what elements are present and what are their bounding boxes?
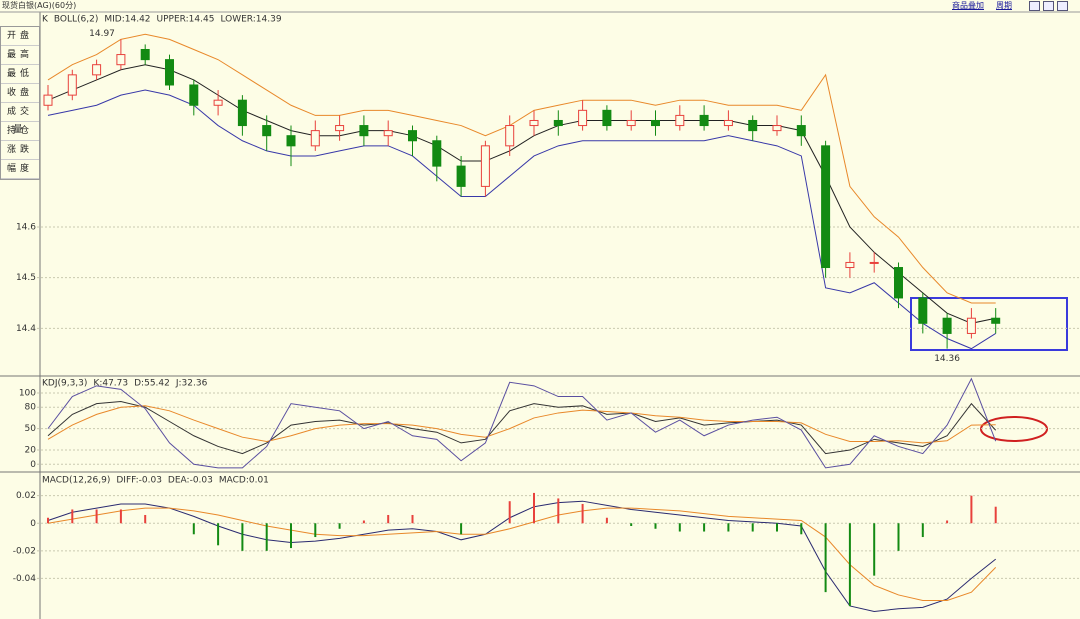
candle-body <box>408 130 417 142</box>
candle-body <box>602 109 612 127</box>
y-tick-label: -0.04 <box>13 574 37 584</box>
panel-header: J:32.36 <box>175 379 208 389</box>
candle-body <box>335 125 345 132</box>
panel-header: MID:14.42 <box>104 15 150 25</box>
candle-body <box>456 165 466 187</box>
candle-body <box>43 94 53 106</box>
sidebar-label: 幅度 <box>1 160 39 179</box>
toolbar: 商品叠加 周期 <box>940 0 1012 12</box>
y-tick-label: 80 <box>25 403 37 413</box>
candle-body <box>286 135 296 147</box>
sidebar-label: 开盘 <box>1 27 39 46</box>
candle-body <box>116 54 126 66</box>
y-tick-label: 14.6 <box>16 222 36 232</box>
candle-body <box>821 145 831 269</box>
close-button[interactable] <box>1057 1 1068 11</box>
candle-body <box>699 114 709 127</box>
indicator-line <box>47 64 996 324</box>
y-tick-label: 14.5 <box>16 273 36 283</box>
candle-body <box>529 119 539 127</box>
highlight-box <box>910 297 1068 351</box>
indicator-line <box>47 89 996 350</box>
candle-body <box>237 99 247 127</box>
panel-header: DIFF:-0.03 <box>116 476 162 486</box>
candle-body <box>675 114 685 127</box>
candle-body <box>140 48 150 61</box>
candle-body <box>189 84 199 106</box>
candle-body <box>310 130 320 147</box>
candle-body <box>869 261 879 264</box>
y-tick-label: 50 <box>25 424 37 434</box>
sidebar-label: 收盘 <box>1 84 39 103</box>
y-tick-label: 0.02 <box>16 491 36 501</box>
high-annotation: 14.97 <box>89 29 115 39</box>
indicator-line <box>47 507 997 601</box>
y-tick-label: 20 <box>25 446 37 456</box>
y-tick-label: 0 <box>30 519 36 529</box>
candle-body <box>505 125 515 147</box>
candle-body <box>165 59 174 86</box>
low-annotation: 14.36 <box>934 354 960 364</box>
indicator-line <box>47 401 997 455</box>
candle-body <box>966 317 976 334</box>
candle-body <box>67 74 77 96</box>
panel-header: D:55.42 <box>134 379 170 389</box>
candle-body <box>942 317 952 334</box>
candle-body <box>359 125 369 137</box>
y-tick-label: -0.02 <box>13 546 36 556</box>
candle-body <box>894 267 903 299</box>
candle-body <box>92 64 102 76</box>
candle-body <box>626 119 636 127</box>
candle-body <box>480 145 490 187</box>
y-tick-label: 0 <box>30 460 36 470</box>
panel-header: MACD(12,26,9) <box>42 476 110 486</box>
candle-body <box>651 119 660 127</box>
candle-body <box>578 109 588 127</box>
panel-header: BOLL(6,2) <box>54 15 98 25</box>
candle-body <box>383 130 393 137</box>
window-title: 现货白银(AG)(60分) <box>2 1 77 10</box>
period-link[interactable]: 周期 <box>996 1 1012 10</box>
candle-body <box>991 317 1001 324</box>
sidebar-label: 持仓 <box>1 122 39 141</box>
candle-body <box>262 125 272 137</box>
candle-body <box>772 125 782 132</box>
candle-body <box>918 297 928 324</box>
candle-body <box>432 140 442 167</box>
panel-header: UPPER:14.45 <box>157 15 215 25</box>
candle-body <box>213 99 223 106</box>
y-tick-label: 100 <box>19 388 36 398</box>
sidebar-label: 最低 <box>1 65 39 84</box>
indicator-line <box>47 500 997 612</box>
sidebar-label: 成交量 <box>1 103 39 135</box>
panel-header: K <box>42 15 49 25</box>
candle-body <box>553 119 563 127</box>
minimize-button[interactable] <box>1029 1 1040 11</box>
panel-header: KDJ(9,3,3) <box>42 379 87 389</box>
sidebar-label: 涨跌 <box>1 141 39 160</box>
candle-body <box>748 119 758 132</box>
panel-header: LOWER:14.39 <box>220 15 281 25</box>
panel-header: DEA:-0.03 <box>168 476 213 486</box>
sidebar-label: 最高 <box>1 46 39 65</box>
candle-body <box>845 261 855 269</box>
indicator-line <box>47 405 996 444</box>
y-tick-label: 14.4 <box>16 324 36 334</box>
quote-sidebar: 开盘 最高 最低 收盘 成交量 持仓 涨跌 幅度 <box>0 26 40 180</box>
restore-button[interactable] <box>1043 1 1054 11</box>
candle-body <box>796 125 806 137</box>
panel-header: MACD:0.01 <box>219 476 269 486</box>
indicator-line <box>47 33 996 304</box>
overlay-link[interactable]: 商品叠加 <box>952 1 984 10</box>
candle-body <box>723 119 733 127</box>
panel-header: K:47.73 <box>93 379 128 389</box>
indicator-line <box>47 377 997 469</box>
